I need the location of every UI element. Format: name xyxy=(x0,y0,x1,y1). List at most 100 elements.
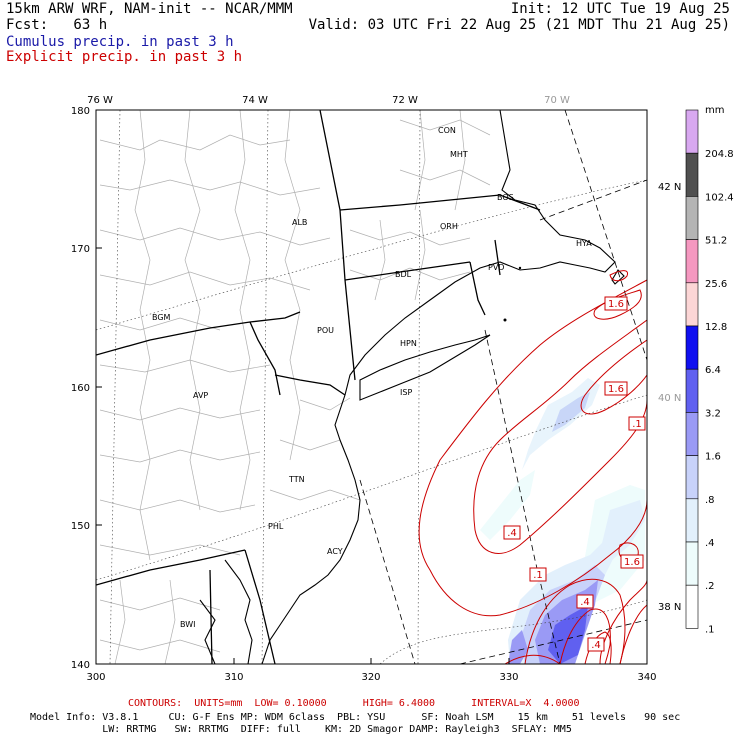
contour-label: .1 xyxy=(529,567,547,582)
contour-label: 1.6 xyxy=(620,554,644,569)
svg-text:1.6: 1.6 xyxy=(624,557,640,568)
colorbar-level-label: 6.4 xyxy=(705,365,721,376)
contour-label: .4 xyxy=(587,637,605,652)
city-label: ORH xyxy=(440,222,458,231)
city-label: ALB xyxy=(292,218,307,227)
colorbar-level-label: .1 xyxy=(705,624,715,635)
city-label: TTN xyxy=(288,475,305,484)
city-label: HPN xyxy=(400,339,417,348)
init-time: Init: 12 UTC Tue 19 Aug 25 xyxy=(510,1,730,17)
city-label: POU xyxy=(317,326,334,335)
colorbar-swatch xyxy=(685,196,699,240)
lon-label: 70 W xyxy=(544,95,570,106)
colorbar-swatch xyxy=(685,152,699,197)
lat-label-bg xyxy=(655,600,681,612)
city-label: BGM xyxy=(152,313,171,322)
city-label: BDL xyxy=(395,270,412,279)
svg-text:.1: .1 xyxy=(533,570,543,581)
contour-label: 1.6 xyxy=(604,381,628,396)
colorbar-swatch xyxy=(685,239,699,284)
contour-info: CONTOURS: UNITS=mm LOW= 0.10000 HIGH= 6.… xyxy=(128,698,580,709)
latlon-labels: 76 W 74 W 72 W 70 W 42 N 40 N 38 N xyxy=(87,95,681,613)
svg-text:.4: .4 xyxy=(507,528,517,539)
colorbar-level-label: 3.2 xyxy=(705,408,721,419)
colorbar-level-label: 1.6 xyxy=(705,452,721,463)
city-label: BOS xyxy=(497,193,514,202)
lon-label: 74 W xyxy=(242,95,268,106)
islands xyxy=(503,266,522,322)
colorbar-unit: mm xyxy=(705,105,724,116)
y-tick-label: 150 xyxy=(71,521,90,532)
coastline xyxy=(199,110,625,664)
x-tick-label: 300 xyxy=(86,672,105,683)
valid-time: Valid: 03 UTC Fri 22 Aug 25 (21 MDT Thu … xyxy=(308,17,730,33)
lon-label: 76 W xyxy=(87,95,113,106)
colorbar-level-label: .4 xyxy=(705,538,715,549)
lat-label: 42 N xyxy=(658,182,681,193)
colorbar-level-label: 51.2 xyxy=(705,236,727,247)
contour-label: .4 xyxy=(576,594,594,609)
y-tick-label: 140 xyxy=(71,660,90,671)
svg-text:1.6: 1.6 xyxy=(608,384,624,395)
colorbar-level-label: 204.8 xyxy=(705,149,734,160)
city-label: ISP xyxy=(400,388,412,397)
latlon-grid xyxy=(96,110,647,664)
dashed-boundaries xyxy=(359,110,647,664)
colorbar-level-label: .8 xyxy=(705,495,715,506)
city-label: ACY xyxy=(327,547,343,556)
map-layer: 1.6 1.6 .1 .4 .1 .4 1.6 .4 CON MHT BOS A… xyxy=(96,110,647,664)
colorbar-swatch xyxy=(685,498,699,543)
model-info-2: LW: RRTMG SW: RRTMG DIFF: full KM: 2D Sm… xyxy=(30,724,572,735)
forecast-hour: Fcst: 63 h xyxy=(6,17,108,33)
colorbar-level-label: 12.8 xyxy=(705,322,727,333)
y-tick-label: 160 xyxy=(71,383,90,394)
colorbar-swatch xyxy=(685,282,699,327)
contour-label: 1.6 xyxy=(604,296,628,311)
y-tick-label: 180 xyxy=(71,106,90,117)
city-label: PHL xyxy=(268,522,284,531)
colorbar-level-label: 102.4 xyxy=(705,192,734,203)
city-labels: CON MHT BOS ALB ORH HYA PVD BDL BGM POU … xyxy=(152,126,592,629)
svg-text:.4: .4 xyxy=(591,640,601,651)
y-tick-labels: 140 150 160 170 180 xyxy=(71,106,90,671)
colorbar-swatch xyxy=(685,368,699,413)
city-label: HYA xyxy=(576,239,592,248)
state-boundaries xyxy=(96,110,541,664)
contour-labels: 1.6 1.6 .1 .4 .1 .4 1.6 .4 xyxy=(503,296,646,652)
x-tick-labels: 300 310 320 330 340 xyxy=(86,672,656,683)
city-label: BWI xyxy=(180,620,195,629)
cumulus-legend: Cumulus precip. in past 3 h xyxy=(6,34,234,50)
x-tick-label: 310 xyxy=(224,672,243,683)
city-label: AVP xyxy=(193,391,208,400)
contour-label: .4 xyxy=(503,525,521,540)
county-boundaries xyxy=(99,110,491,664)
x-tick-label: 330 xyxy=(499,672,518,683)
x-tick-label: 320 xyxy=(361,672,380,683)
svg-text:1.6: 1.6 xyxy=(608,299,624,310)
svg-text:.4: .4 xyxy=(580,597,590,608)
y-tick-label: 170 xyxy=(71,244,90,255)
colorbar-swatch xyxy=(685,584,699,629)
colorbar-swatch xyxy=(685,455,699,500)
colorbar-swatch xyxy=(685,541,699,586)
colorbar: mm 204.8 102.4 51.2 25.6 12.8 6.4 3.2 1.6 .8 .4 .2… xyxy=(685,105,734,635)
svg-text:.1: .1 xyxy=(632,419,642,430)
explicit-legend: Explicit precip. in past 3 h xyxy=(6,49,243,65)
colorbar-swatch xyxy=(685,325,699,370)
lat-label-bg xyxy=(655,180,681,192)
city-label: MHT xyxy=(450,150,468,159)
frame-ticks xyxy=(95,109,648,665)
city-label: PVD xyxy=(488,263,504,272)
colorbar-level-label: .2 xyxy=(705,581,715,592)
x-tick-label: 340 xyxy=(637,672,656,683)
colorbar-swatch xyxy=(685,109,699,154)
city-label: CON xyxy=(438,126,456,135)
lon-label: 72 W xyxy=(392,95,418,106)
contour-label: .1 xyxy=(628,416,646,431)
lat-label: 40 N xyxy=(658,393,681,404)
model-title: 15km ARW WRF, NAM-init -- NCAR/MMM xyxy=(6,1,293,17)
colorbar-level-label: 25.6 xyxy=(705,279,727,290)
model-info-1: Model Info: V3.8.1 CU: G-F Ens MP: WDM 6… xyxy=(30,712,681,723)
colorbar-swatch xyxy=(685,412,699,456)
